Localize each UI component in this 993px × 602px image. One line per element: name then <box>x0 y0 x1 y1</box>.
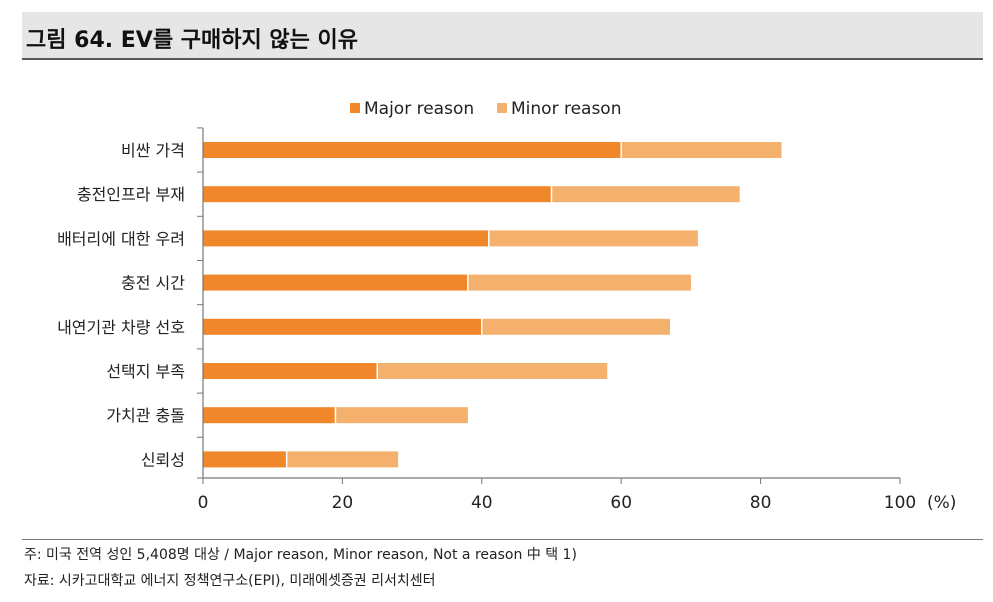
legend-label-1: Minor reason <box>511 99 621 119</box>
bar-1-5 <box>377 363 608 379</box>
bar-1-7 <box>286 451 399 468</box>
category-label-6: 가치관 충돌 <box>106 406 185 425</box>
bar-0-3 <box>203 274 468 291</box>
x-tick-label-2: 40 <box>471 493 493 513</box>
category-label-4: 내연기관 차량 선호 <box>57 318 185 337</box>
legend-label-0: Major reason <box>364 99 474 119</box>
bar-1-2 <box>488 230 698 247</box>
category-label-3: 충전 시간 <box>121 274 185 293</box>
x-tick-label-4: 80 <box>750 493 772 513</box>
footnote-text: 주: 미국 전역 성인 5,408명 대상 / Major reason, Mi… <box>24 547 577 563</box>
category-label-5: 선택지 부족 <box>106 362 185 381</box>
bar-0-2 <box>203 230 489 247</box>
category-label-0: 비싼 가격 <box>121 141 185 160</box>
x-tick-label-0: 0 <box>198 493 209 513</box>
category-label-1: 충전인프라 부재 <box>77 185 185 204</box>
x-tick-label-1: 20 <box>332 493 354 513</box>
figure-title: 그림 64. EV를 구매하지 않는 이유 <box>26 28 358 53</box>
bar-1-0 <box>621 142 782 158</box>
bar-0-5 <box>203 363 378 379</box>
bar-0-6 <box>203 407 336 424</box>
legend-swatch-0 <box>350 103 360 113</box>
bar-1-6 <box>335 407 468 424</box>
bar-0-0 <box>203 142 622 158</box>
legend-swatch-1 <box>497 103 507 113</box>
x-axis-unit: (%) <box>927 493 956 513</box>
source-text: 자료: 시카고대학교 에너지 정책연구소(EPI), 미래에셋증권 리서치센터 <box>24 573 436 589</box>
bar-1-3 <box>467 274 691 291</box>
bar-0-1 <box>203 186 552 203</box>
x-tick-label-3: 60 <box>610 493 632 513</box>
bar-0-7 <box>203 451 287 468</box>
bar-0-4 <box>203 318 482 335</box>
figure-title-bar: 그림 64. EV를 구매하지 않는 이유 <box>22 12 983 60</box>
footer-divider <box>22 539 983 540</box>
bar-1-1 <box>551 186 740 203</box>
x-tick-label-5: 100 <box>884 493 916 513</box>
category-label-7: 신뢰성 <box>141 450 185 469</box>
bar-1-4 <box>481 318 670 335</box>
category-label-2: 배터리에 대한 우려 <box>57 229 185 248</box>
